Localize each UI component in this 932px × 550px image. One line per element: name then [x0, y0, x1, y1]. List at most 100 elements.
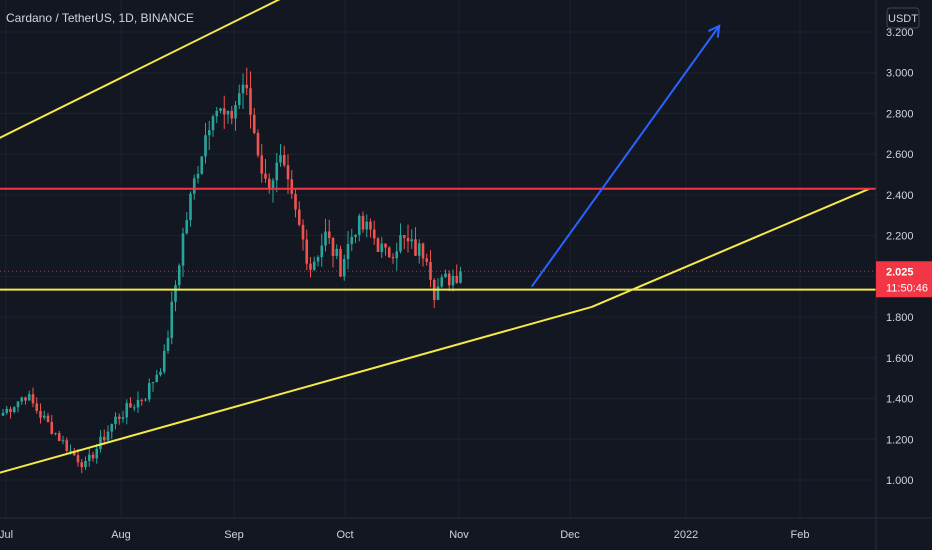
- candle-body[interactable]: [207, 130, 211, 136]
- candle-body[interactable]: [324, 231, 327, 246]
- candle-body[interactable]: [372, 229, 376, 239]
- candle-body[interactable]: [279, 155, 282, 163]
- candle-body[interactable]: [342, 258, 346, 277]
- candle-body[interactable]: [147, 383, 151, 400]
- x-axis[interactable]: Jul Aug Sep Oct Nov Dec 2022 Feb: [0, 517, 932, 541]
- candle-body[interactable]: [410, 239, 414, 242]
- candle-body[interactable]: [425, 258, 429, 262]
- candle-body[interactable]: [117, 416, 121, 419]
- candle-body[interactable]: [27, 394, 31, 401]
- candle-body[interactable]: [219, 108, 222, 111]
- candle-body[interactable]: [189, 193, 192, 221]
- candle-body[interactable]: [267, 178, 271, 189]
- candle-body[interactable]: [200, 156, 204, 174]
- candle-body[interactable]: [125, 403, 129, 418]
- candle-body[interactable]: [54, 433, 57, 435]
- forecast-arrow[interactable]: [530, 25, 721, 288]
- candle-body[interactable]: [365, 221, 369, 230]
- candle-body[interactable]: [102, 436, 106, 441]
- candle-body[interactable]: [316, 257, 320, 262]
- candle-body[interactable]: [309, 263, 312, 270]
- candle-body[interactable]: [414, 239, 417, 256]
- candle-body[interactable]: [327, 231, 331, 239]
- candle-body[interactable]: [222, 108, 226, 115]
- candle-body[interactable]: [252, 114, 256, 133]
- candle-body[interactable]: [129, 403, 132, 408]
- lower-channel-extension[interactable]: [591, 187, 870, 308]
- candle-body[interactable]: [132, 407, 136, 409]
- candle-body[interactable]: [151, 382, 155, 384]
- candle-body[interactable]: [162, 350, 166, 372]
- candle-body[interactable]: [140, 399, 144, 401]
- candle-body[interactable]: [24, 397, 27, 401]
- candle-body[interactable]: [380, 243, 384, 253]
- candle-body[interactable]: [9, 408, 12, 413]
- candle-body[interactable]: [335, 248, 339, 256]
- candle-body[interactable]: [61, 440, 65, 442]
- currency-button[interactable]: USDT: [886, 7, 920, 29]
- candle-body[interactable]: [402, 235, 406, 238]
- candle-body[interactable]: [166, 337, 170, 351]
- candle-body[interactable]: [196, 173, 200, 179]
- candle-body[interactable]: [144, 399, 147, 401]
- candle-body[interactable]: [421, 243, 425, 259]
- candle-body[interactable]: [361, 215, 365, 230]
- candle-body[interactable]: [87, 454, 91, 461]
- candle-body[interactable]: [282, 155, 286, 166]
- candle-body[interactable]: [312, 261, 316, 270]
- candle-body[interactable]: [237, 93, 241, 106]
- candle-body[interactable]: [91, 454, 95, 459]
- candle-body[interactable]: [305, 239, 309, 264]
- candle-body[interactable]: [12, 407, 16, 413]
- candle-body[interactable]: [376, 238, 380, 253]
- candle-body[interactable]: [95, 448, 99, 459]
- candle-body[interactable]: [459, 271, 462, 283]
- candle-body[interactable]: [369, 221, 372, 230]
- candle-body[interactable]: [155, 374, 159, 383]
- candle-body[interactable]: [391, 257, 395, 259]
- candle-body[interactable]: [339, 248, 342, 277]
- candle-body[interactable]: [350, 236, 354, 244]
- candle-body[interactable]: [121, 417, 125, 419]
- candle-body[interactable]: [46, 415, 50, 422]
- candles[interactable]: [0, 67, 876, 474]
- candle-body[interactable]: [42, 415, 46, 418]
- upper-channel-line[interactable]: [0, 0, 378, 140]
- candle-body[interactable]: [256, 132, 260, 156]
- candle-body[interactable]: [39, 410, 42, 418]
- candle-body[interactable]: [226, 110, 230, 115]
- candle-body[interactable]: [230, 110, 234, 119]
- candle-body[interactable]: [211, 116, 215, 131]
- candle-body[interactable]: [357, 215, 361, 235]
- candle-body[interactable]: [35, 403, 39, 411]
- candle-body[interactable]: [31, 394, 35, 404]
- candle-body[interactable]: [384, 243, 387, 248]
- candle-body[interactable]: [234, 105, 237, 119]
- candle-body[interactable]: [286, 165, 290, 180]
- candle-body[interactable]: [455, 275, 459, 283]
- candle-body[interactable]: [354, 234, 357, 237]
- candle-body[interactable]: [174, 285, 177, 302]
- candle-body[interactable]: [395, 251, 399, 259]
- candle-body[interactable]: [260, 155, 264, 174]
- candle-body[interactable]: [241, 84, 245, 94]
- candle-body[interactable]: [429, 261, 432, 280]
- candle-body[interactable]: [99, 436, 102, 449]
- candle-body[interactable]: [320, 245, 324, 258]
- candle-body[interactable]: [65, 440, 69, 451]
- candle-body[interactable]: [215, 110, 219, 117]
- candle-body[interactable]: [245, 84, 249, 89]
- candle-body[interactable]: [451, 275, 455, 286]
- candle-body[interactable]: [387, 247, 391, 258]
- candle-body[interactable]: [80, 462, 84, 468]
- candle-body[interactable]: [301, 224, 305, 240]
- candle-body[interactable]: [1, 412, 5, 416]
- candle-body[interactable]: [50, 421, 54, 434]
- candle-body[interactable]: [271, 180, 275, 189]
- candle-body[interactable]: [399, 235, 402, 252]
- drawings[interactable]: [0, 0, 876, 474]
- candle-body[interactable]: [76, 455, 80, 463]
- candle-body[interactable]: [444, 273, 447, 278]
- candle-body[interactable]: [181, 233, 185, 266]
- candle-body[interactable]: [177, 265, 181, 286]
